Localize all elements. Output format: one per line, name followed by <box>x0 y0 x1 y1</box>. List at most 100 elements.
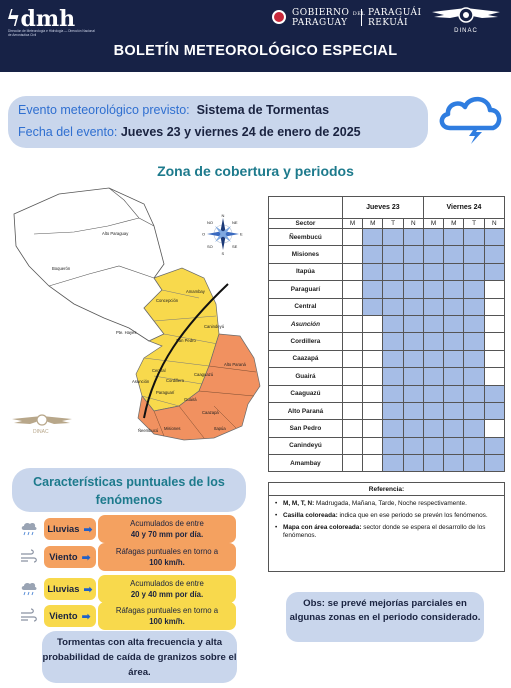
header-banner: ϟdmh Dirección de Meteorología e Hidrolo… <box>0 0 511 72</box>
period-cell <box>341 332 364 351</box>
phenomenon-description: Ráfagas puntuales en torno a 100 km/h. <box>98 602 236 630</box>
period-header: M <box>362 218 384 229</box>
map-label: Boquerón <box>52 266 71 271</box>
map-label: Alto Paraguay <box>102 231 129 236</box>
period-cell-active <box>463 245 485 264</box>
table-row: Cordillera <box>268 332 506 351</box>
reference-title: Referencia: <box>269 483 504 496</box>
rain-cloud-icon <box>21 522 37 536</box>
table-header-days: Jueves 23 Viernes 24 <box>268 196 506 219</box>
compass-n: N <box>222 213 225 218</box>
table-row: Caaguazú <box>268 384 506 403</box>
period-cell-active <box>463 297 485 316</box>
map-label: Canindeyú <box>204 324 225 329</box>
reference-item: Mapa con área coloreada: sector donde se… <box>275 524 503 542</box>
period-cell-active <box>483 436 506 456</box>
period-cell-active <box>362 280 384 299</box>
period-cell-active <box>382 297 404 316</box>
sector-name: Paraguarí <box>268 280 343 299</box>
arrow-right-icon: ➡ <box>83 583 93 596</box>
period-cell-active <box>382 436 404 456</box>
period-cell-active <box>463 454 485 473</box>
sector-name: Misiones <box>268 245 343 264</box>
period-cell-active <box>483 262 506 282</box>
period-header: M <box>341 218 364 229</box>
table-row: Caazapá <box>268 349 506 369</box>
period-header: N <box>483 218 506 229</box>
period-cell-active <box>422 436 445 456</box>
period-cell-active <box>483 454 506 473</box>
period-cell-active <box>483 384 506 403</box>
period-cell-active <box>443 349 465 369</box>
map-label: Amambay <box>186 289 206 294</box>
phenomenon-label: Lluvias ➡ <box>44 518 96 540</box>
period-cell-active <box>443 314 465 334</box>
reference-item: M, M, T, N: Madrugada, Mañana, Tarde, No… <box>275 500 503 509</box>
period-cell <box>483 297 506 316</box>
period-cell-active <box>463 280 485 299</box>
period-cell-active <box>463 332 485 351</box>
period-cell-active <box>422 280 445 299</box>
day-header: Viernes 24 <box>422 196 506 219</box>
table-row: Central <box>268 297 506 316</box>
observation-note: Obs: se prevé mejorías parciales en algu… <box>286 592 484 642</box>
period-cell <box>483 332 506 351</box>
period-cell-active <box>422 262 445 282</box>
period-cell-active <box>443 227 465 247</box>
period-cell-active <box>382 262 404 282</box>
table-row: Misiones <box>268 245 506 264</box>
period-cell-active <box>402 367 424 386</box>
map-label: Itapúa <box>214 426 226 431</box>
reference-box: Referencia: M, M, T, N: Madrugada, Mañan… <box>268 482 505 572</box>
wind-icon <box>21 549 37 563</box>
period-cell-active <box>402 314 424 334</box>
map-label: Ñeembucú <box>138 428 159 433</box>
map-label: Caazapá <box>202 410 219 415</box>
period-cell-active <box>422 454 445 473</box>
event-value: Sistema de Tormentas <box>196 103 330 117</box>
compass-rose-icon: N S E O NE NO SE SO <box>202 213 243 256</box>
storm-note: Tormentas con alta frecuencia y alta pro… <box>42 631 237 683</box>
period-cell <box>362 384 384 403</box>
lightning-icon: ϟ <box>6 6 21 32</box>
coverage-title: Zona de cobertura y periodos <box>157 163 354 179</box>
period-cell <box>362 332 384 351</box>
dmh-logo-subtitle: Dirección de Meteorología e Hidrología —… <box>8 29 95 37</box>
characteristics-title-box: Características puntuales de los fenómen… <box>12 468 246 512</box>
period-cell-active <box>382 419 404 438</box>
period-cell-active <box>422 245 445 264</box>
map-label: Pte. Hayes <box>116 330 136 335</box>
table-row: Amambay <box>268 454 506 473</box>
period-cell-active <box>402 384 424 403</box>
period-cell-active <box>443 245 465 264</box>
wind-icon <box>21 608 37 622</box>
table-row: Itapúa <box>268 262 506 282</box>
sector-name: San Pedro <box>268 419 343 438</box>
date-value: Jueves 23 y viernes 24 de enero de 2025 <box>120 125 361 139</box>
period-cell-active <box>422 367 445 386</box>
period-cell-active <box>402 280 424 299</box>
phenomenon-label: Viento ➡ <box>44 546 96 568</box>
period-cell-active <box>362 297 384 316</box>
period-cell <box>362 454 384 473</box>
period-cell-active <box>362 227 384 247</box>
compass-ne: NE <box>232 220 238 225</box>
period-cell-active <box>382 332 404 351</box>
period-cell-active <box>402 349 424 369</box>
period-cell <box>341 297 364 316</box>
compass-s: S <box>222 251 225 256</box>
table-row: Alto Paraná <box>268 401 506 421</box>
period-cell <box>483 367 506 386</box>
period-cell <box>341 349 364 369</box>
period-cell-active <box>443 436 465 456</box>
period-cell <box>341 245 364 264</box>
arrow-right-icon: ➡ <box>81 610 91 623</box>
period-cell <box>341 227 364 247</box>
phenomenon-description: Acumulados de entre 40 y 70 mm por día. <box>98 515 236 543</box>
map-label: Concepción <box>156 298 179 303</box>
sector-name: Itapúa <box>268 262 343 282</box>
period-cell <box>362 436 384 456</box>
period-cell-active <box>402 454 424 473</box>
government-logo: GOBIERNO DEL PARAGUAY PARAGUÁI REKUÁI <box>272 8 424 28</box>
